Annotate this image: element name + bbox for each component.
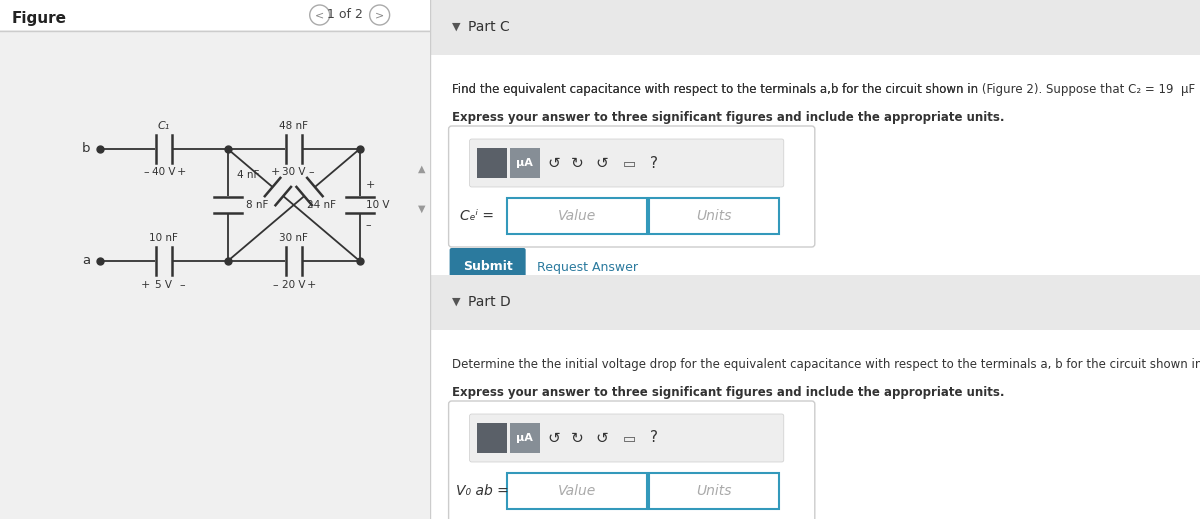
Text: 30 V: 30 V xyxy=(282,167,306,177)
Text: ?: ? xyxy=(649,430,658,445)
Text: ▼: ▼ xyxy=(451,22,460,32)
Text: Units: Units xyxy=(696,209,732,223)
Text: Value: Value xyxy=(558,484,596,498)
Text: ?: ? xyxy=(649,156,658,171)
Bar xyxy=(0,0,430,30)
Text: ▲: ▲ xyxy=(418,164,425,174)
FancyBboxPatch shape xyxy=(469,139,784,187)
Text: Value: Value xyxy=(558,209,596,223)
Text: C₁: C₁ xyxy=(157,121,170,131)
Text: Part D: Part D xyxy=(468,295,510,309)
Text: ▼: ▼ xyxy=(418,204,425,214)
Text: +: + xyxy=(366,180,376,190)
FancyBboxPatch shape xyxy=(449,401,815,519)
Text: 10 V: 10 V xyxy=(366,200,389,210)
FancyBboxPatch shape xyxy=(449,126,815,247)
Text: –: – xyxy=(308,167,314,177)
Bar xyxy=(476,423,506,453)
Text: ▭: ▭ xyxy=(623,156,636,170)
Bar xyxy=(649,198,779,234)
Text: Submit: Submit xyxy=(463,261,512,274)
Text: μA: μA xyxy=(516,433,533,443)
Text: Express your answer to three significant figures and include the appropriate uni: Express your answer to three significant… xyxy=(451,386,1004,399)
Text: 4 nF: 4 nF xyxy=(236,170,259,180)
Text: +: + xyxy=(178,167,186,177)
Text: ↻: ↻ xyxy=(571,430,584,445)
Text: ▭: ▭ xyxy=(623,431,636,445)
Text: ↺: ↺ xyxy=(595,430,608,445)
Text: +: + xyxy=(271,167,281,177)
Text: 8 nF: 8 nF xyxy=(246,200,268,210)
Bar xyxy=(506,198,647,234)
Text: ▼: ▼ xyxy=(451,297,460,307)
Text: +: + xyxy=(142,280,150,290)
Text: –: – xyxy=(143,167,149,177)
Text: –: – xyxy=(366,220,371,230)
Bar xyxy=(430,0,1200,55)
Text: Request Answer: Request Answer xyxy=(536,261,637,274)
Text: Units: Units xyxy=(696,484,732,498)
Bar xyxy=(430,55,1200,275)
Text: 30 nF: 30 nF xyxy=(280,233,308,243)
Text: Cₑⁱ =: Cₑⁱ = xyxy=(460,209,493,223)
Text: –: – xyxy=(179,280,185,290)
Text: Determine the the initial voltage drop for the equivalent capacitance with respe: Determine the the initial voltage drop f… xyxy=(451,358,1200,371)
Bar xyxy=(430,275,1200,330)
Bar xyxy=(510,423,540,453)
Text: V₀ ab =: V₀ ab = xyxy=(456,484,509,498)
Text: b: b xyxy=(82,143,90,156)
Text: 24 nF: 24 nF xyxy=(307,200,336,210)
Text: Part C: Part C xyxy=(468,20,509,34)
Text: Find the equivalent capacitance with respect to the terminals a,b for the circui: Find the equivalent capacitance with res… xyxy=(451,83,982,96)
Text: 5 V: 5 V xyxy=(155,280,173,290)
Text: 48 nF: 48 nF xyxy=(280,121,308,131)
FancyBboxPatch shape xyxy=(450,248,526,286)
FancyBboxPatch shape xyxy=(469,414,784,462)
Bar xyxy=(506,473,647,509)
Text: +: + xyxy=(307,280,317,290)
Text: 10 nF: 10 nF xyxy=(150,233,179,243)
Text: 40 V: 40 V xyxy=(152,167,175,177)
Text: ↺: ↺ xyxy=(595,156,608,171)
Text: Find the equivalent capacitance with respect to the terminals a,b for the circui: Find the equivalent capacitance with res… xyxy=(451,83,1200,96)
Text: ↺: ↺ xyxy=(547,430,560,445)
Text: Figure: Figure xyxy=(12,11,67,26)
Text: 20 V: 20 V xyxy=(282,280,306,290)
Text: ↻: ↻ xyxy=(571,156,584,171)
Bar xyxy=(476,148,506,178)
Bar xyxy=(649,473,779,509)
Text: a: a xyxy=(82,254,90,267)
Text: Express your answer to three significant figures and include the appropriate uni: Express your answer to three significant… xyxy=(451,111,1004,124)
Bar xyxy=(430,330,1200,519)
Text: μA: μA xyxy=(516,158,533,168)
Text: >: > xyxy=(376,10,384,20)
Text: <: < xyxy=(316,10,324,20)
Bar xyxy=(510,148,540,178)
Text: –: – xyxy=(272,280,278,290)
Text: ↺: ↺ xyxy=(547,156,560,171)
Text: 1 of 2: 1 of 2 xyxy=(326,8,362,21)
